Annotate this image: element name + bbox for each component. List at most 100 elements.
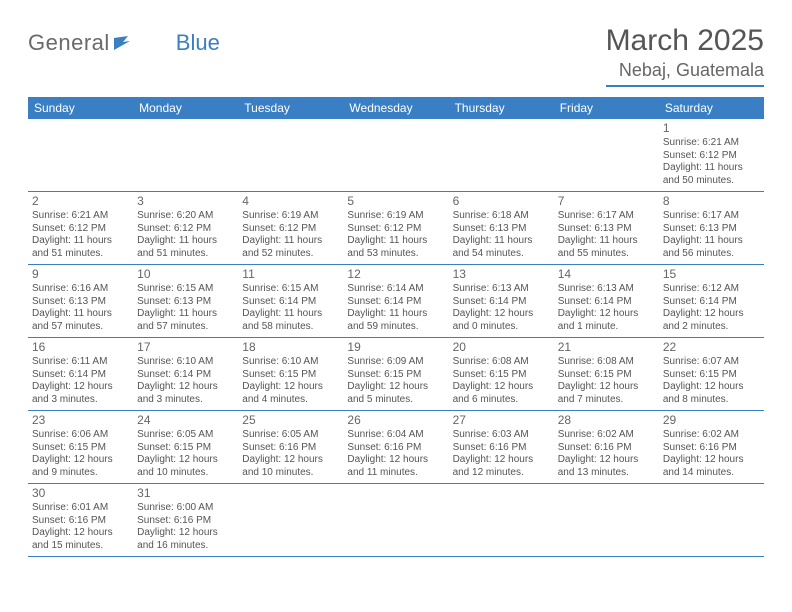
sunset-text: Sunset: 6:14 PM xyxy=(558,296,655,309)
calendar-day: 20Sunrise: 6:08 AMSunset: 6:15 PMDayligh… xyxy=(449,338,554,411)
calendar-day: 25Sunrise: 6:05 AMSunset: 6:16 PMDayligh… xyxy=(238,411,343,484)
sunset-text: Sunset: 6:15 PM xyxy=(32,442,129,455)
sunrise-text: Sunrise: 6:01 AM xyxy=(32,502,129,515)
calendar-day: 5Sunrise: 6:19 AMSunset: 6:12 PMDaylight… xyxy=(343,192,448,265)
sunrise-text: Sunrise: 6:10 AM xyxy=(137,356,234,369)
sunrise-text: Sunrise: 6:00 AM xyxy=(137,502,234,515)
sunset-text: Sunset: 6:16 PM xyxy=(558,442,655,455)
day-number: 7 xyxy=(558,194,655,209)
calendar-row: 2Sunrise: 6:21 AMSunset: 6:12 PMDaylight… xyxy=(28,192,764,265)
day-number: 31 xyxy=(137,486,234,501)
calendar-day: 28Sunrise: 6:02 AMSunset: 6:16 PMDayligh… xyxy=(554,411,659,484)
calendar-day: 30Sunrise: 6:01 AMSunset: 6:16 PMDayligh… xyxy=(28,484,133,557)
sunrise-text: Sunrise: 6:17 AM xyxy=(663,210,760,223)
daylight-text: Daylight: 11 hours and 57 minutes. xyxy=(32,308,129,333)
sunset-text: Sunset: 6:13 PM xyxy=(32,296,129,309)
day-number: 11 xyxy=(242,267,339,282)
header: General Blue March 2025 Nebaj, Guatemala xyxy=(28,24,764,87)
daylight-text: Daylight: 11 hours and 57 minutes. xyxy=(137,308,234,333)
weekday-header: Monday xyxy=(133,97,238,119)
daylight-text: Daylight: 12 hours and 14 minutes. xyxy=(663,454,760,479)
calendar-day: 3Sunrise: 6:20 AMSunset: 6:12 PMDaylight… xyxy=(133,192,238,265)
calendar-empty xyxy=(659,484,764,557)
calendar-day: 13Sunrise: 6:13 AMSunset: 6:14 PMDayligh… xyxy=(449,265,554,338)
weekday-header: Wednesday xyxy=(343,97,448,119)
day-number: 20 xyxy=(453,340,550,355)
daylight-text: Daylight: 12 hours and 13 minutes. xyxy=(558,454,655,479)
daylight-text: Daylight: 11 hours and 51 minutes. xyxy=(32,235,129,260)
calendar-day: 14Sunrise: 6:13 AMSunset: 6:14 PMDayligh… xyxy=(554,265,659,338)
calendar-day: 21Sunrise: 6:08 AMSunset: 6:15 PMDayligh… xyxy=(554,338,659,411)
calendar-day: 1Sunrise: 6:21 AMSunset: 6:12 PMDaylight… xyxy=(659,119,764,192)
sunrise-text: Sunrise: 6:13 AM xyxy=(453,283,550,296)
day-number: 14 xyxy=(558,267,655,282)
calendar-empty xyxy=(343,484,448,557)
calendar-day: 18Sunrise: 6:10 AMSunset: 6:15 PMDayligh… xyxy=(238,338,343,411)
sunrise-text: Sunrise: 6:12 AM xyxy=(663,283,760,296)
flag-icon xyxy=(114,36,134,55)
sunset-text: Sunset: 6:14 PM xyxy=(242,296,339,309)
calendar-day: 2Sunrise: 6:21 AMSunset: 6:12 PMDaylight… xyxy=(28,192,133,265)
calendar-day: 8Sunrise: 6:17 AMSunset: 6:13 PMDaylight… xyxy=(659,192,764,265)
sunset-text: Sunset: 6:14 PM xyxy=(453,296,550,309)
calendar-empty xyxy=(449,484,554,557)
calendar-day: 12Sunrise: 6:14 AMSunset: 6:14 PMDayligh… xyxy=(343,265,448,338)
calendar-row: 9Sunrise: 6:16 AMSunset: 6:13 PMDaylight… xyxy=(28,265,764,338)
daylight-text: Daylight: 12 hours and 12 minutes. xyxy=(453,454,550,479)
daylight-text: Daylight: 12 hours and 4 minutes. xyxy=(242,381,339,406)
day-number: 5 xyxy=(347,194,444,209)
day-number: 29 xyxy=(663,413,760,428)
day-number: 22 xyxy=(663,340,760,355)
daylight-text: Daylight: 11 hours and 50 minutes. xyxy=(663,162,760,187)
sunrise-text: Sunrise: 6:16 AM xyxy=(32,283,129,296)
sunset-text: Sunset: 6:15 PM xyxy=(663,369,760,382)
sunrise-text: Sunrise: 6:02 AM xyxy=(663,429,760,442)
day-number: 18 xyxy=(242,340,339,355)
sunrise-text: Sunrise: 6:08 AM xyxy=(453,356,550,369)
day-number: 10 xyxy=(137,267,234,282)
day-number: 16 xyxy=(32,340,129,355)
title-block: March 2025 Nebaj, Guatemala xyxy=(606,24,764,87)
sunset-text: Sunset: 6:16 PM xyxy=(453,442,550,455)
sunrise-text: Sunrise: 6:05 AM xyxy=(242,429,339,442)
sunrise-text: Sunrise: 6:09 AM xyxy=(347,356,444,369)
logo-text-b: Blue xyxy=(176,30,220,56)
sunset-text: Sunset: 6:16 PM xyxy=(137,515,234,528)
daylight-text: Daylight: 12 hours and 3 minutes. xyxy=(137,381,234,406)
daylight-text: Daylight: 12 hours and 16 minutes. xyxy=(137,527,234,552)
day-number: 8 xyxy=(663,194,760,209)
daylight-text: Daylight: 12 hours and 10 minutes. xyxy=(137,454,234,479)
sunrise-text: Sunrise: 6:18 AM xyxy=(453,210,550,223)
sunrise-text: Sunrise: 6:08 AM xyxy=(558,356,655,369)
day-number: 28 xyxy=(558,413,655,428)
day-number: 15 xyxy=(663,267,760,282)
logo: General Blue xyxy=(28,24,220,56)
calendar-day: 31Sunrise: 6:00 AMSunset: 6:16 PMDayligh… xyxy=(133,484,238,557)
sunrise-text: Sunrise: 6:06 AM xyxy=(32,429,129,442)
sunrise-text: Sunrise: 6:02 AM xyxy=(558,429,655,442)
day-number: 30 xyxy=(32,486,129,501)
daylight-text: Daylight: 12 hours and 15 minutes. xyxy=(32,527,129,552)
calendar-day: 11Sunrise: 6:15 AMSunset: 6:14 PMDayligh… xyxy=(238,265,343,338)
weekday-header: Sunday xyxy=(28,97,133,119)
calendar-day: 16Sunrise: 6:11 AMSunset: 6:14 PMDayligh… xyxy=(28,338,133,411)
weekday-header-row: SundayMondayTuesdayWednesdayThursdayFrid… xyxy=(28,97,764,119)
calendar-row: 1Sunrise: 6:21 AMSunset: 6:12 PMDaylight… xyxy=(28,119,764,192)
sunrise-text: Sunrise: 6:04 AM xyxy=(347,429,444,442)
daylight-text: Daylight: 11 hours and 53 minutes. xyxy=(347,235,444,260)
calendar-day: 19Sunrise: 6:09 AMSunset: 6:15 PMDayligh… xyxy=(343,338,448,411)
day-number: 23 xyxy=(32,413,129,428)
daylight-text: Daylight: 12 hours and 6 minutes. xyxy=(453,381,550,406)
sunrise-text: Sunrise: 6:07 AM xyxy=(663,356,760,369)
daylight-text: Daylight: 11 hours and 52 minutes. xyxy=(242,235,339,260)
day-number: 12 xyxy=(347,267,444,282)
daylight-text: Daylight: 11 hours and 51 minutes. xyxy=(137,235,234,260)
sunset-text: Sunset: 6:12 PM xyxy=(137,223,234,236)
sunset-text: Sunset: 6:15 PM xyxy=(242,369,339,382)
calendar-day: 15Sunrise: 6:12 AMSunset: 6:14 PMDayligh… xyxy=(659,265,764,338)
sunrise-text: Sunrise: 6:15 AM xyxy=(242,283,339,296)
sunset-text: Sunset: 6:13 PM xyxy=(558,223,655,236)
sunset-text: Sunset: 6:12 PM xyxy=(347,223,444,236)
sunset-text: Sunset: 6:16 PM xyxy=(663,442,760,455)
calendar-row: 30Sunrise: 6:01 AMSunset: 6:16 PMDayligh… xyxy=(28,484,764,557)
